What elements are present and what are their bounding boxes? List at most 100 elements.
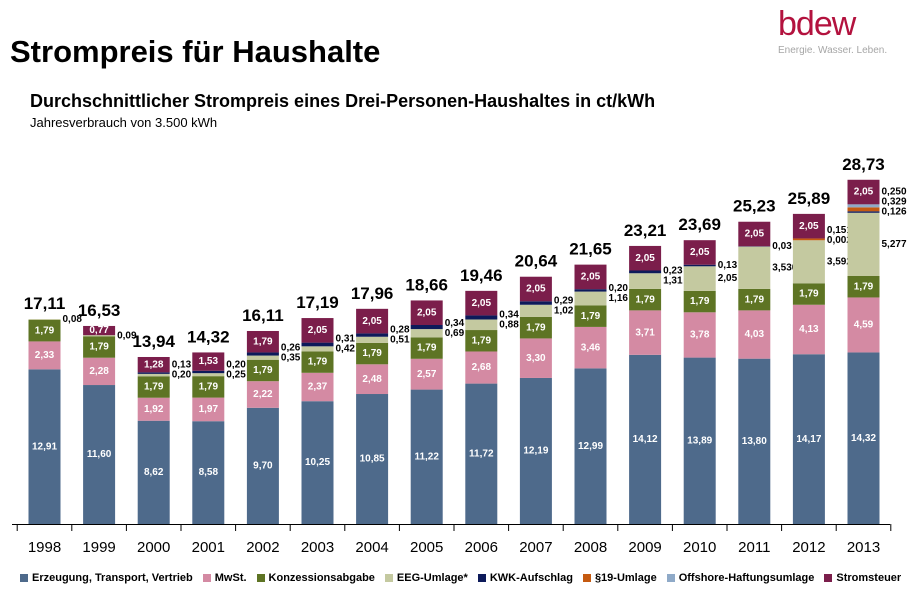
chart-legend: Erzeugung, Transport, Vertrieb MwSt. Konze…: [20, 572, 901, 584]
data-label-side: 0,20: [609, 283, 629, 294]
bar-segment: [192, 352, 225, 371]
bar-segment: [410, 325, 443, 330]
data-label-side: 0,51: [390, 334, 410, 345]
x-tick-label: 2003: [301, 539, 334, 556]
data-label-side: 1,16: [609, 293, 629, 304]
page-title: Strompreis für Haushalte: [10, 34, 381, 69]
bar-segment: [574, 368, 607, 524]
data-label-side: 5,277: [882, 239, 907, 250]
data-label-side: 1,02: [554, 306, 574, 317]
data-label-side: 0,88: [499, 319, 519, 330]
bar-segment: [83, 336, 116, 358]
data-label-side: 0,13: [172, 360, 192, 371]
total-label: 20,64: [515, 252, 558, 271]
data-label: 14,12: [633, 434, 658, 445]
bar-segment: [847, 276, 880, 298]
data-label: 11,60: [87, 449, 112, 460]
legend-swatch: [20, 574, 28, 582]
bar-segment: [83, 385, 116, 524]
legend-label: EEG-Umlage*: [396, 572, 468, 584]
data-label: 2,05: [745, 229, 765, 240]
data-label: 2,57: [417, 369, 437, 380]
bar-segment: [629, 270, 662, 274]
data-label-side: 0,03: [772, 241, 792, 252]
data-label: 1,79: [35, 325, 55, 336]
data-label: 2,22: [253, 389, 273, 400]
legend-item: Stromsteuer: [824, 572, 901, 584]
data-label: 1,79: [362, 348, 382, 359]
bar-segment: [28, 369, 61, 524]
bar-segment: [465, 351, 498, 384]
data-label: 14,17: [796, 434, 821, 445]
data-label: 2,05: [362, 316, 382, 327]
bar-segment: [356, 364, 389, 395]
bar-segment: [629, 273, 662, 289]
data-label-side: 3,530: [772, 262, 797, 273]
bar-segment: [246, 407, 279, 524]
bar-segment: [192, 376, 225, 398]
bar-segment: [137, 376, 170, 398]
data-label-side: 0,002: [827, 235, 852, 246]
bar-segment: [356, 342, 389, 365]
bar-segment: [410, 329, 443, 338]
data-label-side: 0,23: [663, 266, 683, 277]
bar-segment: [246, 330, 279, 353]
bar-segment: [683, 312, 716, 358]
x-tick-label: 2009: [628, 539, 661, 556]
data-label-side: 0,151: [827, 225, 852, 236]
bar-segment: [574, 264, 607, 290]
bar-segment: [28, 319, 61, 342]
legend-swatch: [824, 574, 833, 582]
x-tick-label: 2005: [410, 539, 443, 556]
bar-segment: [629, 288, 662, 311]
legend-swatch: [477, 574, 486, 582]
bar-segment: [738, 221, 771, 247]
x-tick-label: 2011: [738, 539, 770, 556]
bar-segment: [356, 333, 389, 337]
x-tick-label: 2002: [246, 539, 279, 556]
data-label: 13,80: [742, 436, 767, 447]
bar-segment: [847, 297, 880, 353]
data-label: 2,05: [526, 284, 546, 295]
total-label: 23,21: [624, 221, 667, 240]
data-label: 3,46: [581, 342, 601, 353]
bar-segment: [629, 245, 662, 271]
bar-segment: [465, 315, 498, 320]
legend-item: EEG-Umlage*: [384, 572, 468, 584]
bar-segment: [792, 304, 825, 355]
total-label: 21,65: [569, 240, 612, 259]
bar-segment: [246, 359, 279, 382]
bar-segment: [683, 357, 716, 524]
x-tick-label: 2008: [574, 539, 607, 556]
data-label: 2,05: [417, 307, 437, 318]
bar-segment: [847, 352, 880, 524]
bar-segment: [83, 357, 116, 386]
data-label-side: 0,28: [390, 324, 410, 335]
data-label-side: 0,35: [281, 352, 301, 363]
bar-segment: [574, 305, 607, 327]
data-label: 1,79: [526, 322, 546, 333]
data-label: 1,79: [854, 281, 874, 292]
data-label: 1,79: [253, 365, 273, 376]
data-label-side: 0,25: [226, 369, 246, 380]
legend-swatch: [384, 574, 393, 582]
bar-segment: [301, 318, 334, 343]
bar-segment: [519, 338, 552, 378]
bar-segment: [738, 358, 771, 524]
legend-item: Offshore-Haftungsumlage: [666, 572, 814, 584]
bar-segment: [792, 354, 825, 524]
legend-label: §19-Umlage: [594, 572, 657, 584]
data-label: 2,68: [472, 362, 492, 373]
data-label-side: 0,34: [499, 309, 519, 320]
logo-wordmark: bdew: [778, 5, 856, 43]
data-label: 11,22: [414, 451, 439, 462]
data-label-side: 0,126: [882, 207, 907, 218]
data-label: 8,62: [144, 467, 164, 478]
data-label: 12,91: [32, 441, 57, 452]
x-tick-label: 2013: [847, 539, 880, 556]
bar-segment: [465, 290, 498, 316]
data-label: 8,58: [199, 467, 219, 478]
x-tick-label: 1999: [82, 539, 115, 556]
bar-segment: [847, 179, 880, 205]
